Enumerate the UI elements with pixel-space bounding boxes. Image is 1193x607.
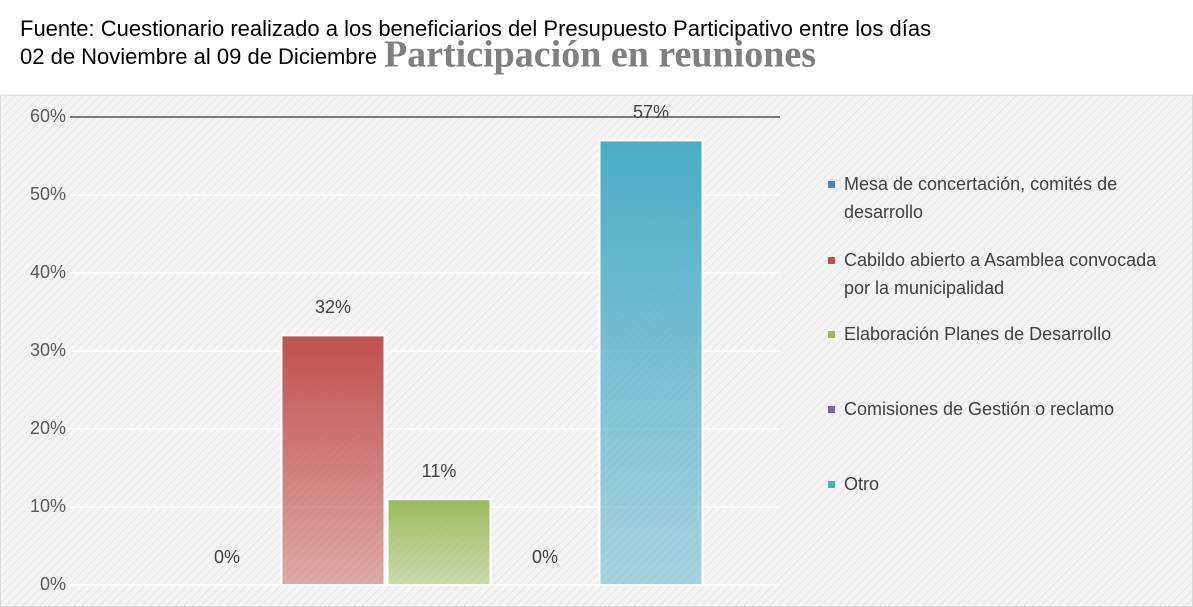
legend-swatch bbox=[828, 406, 835, 413]
source-line: Fuente: Cuestionario realizado a los ben… bbox=[20, 16, 931, 41]
y-tick-label: 40% bbox=[30, 262, 66, 282]
legend-label: Mesa de concertación, comités de desarro… bbox=[844, 174, 1118, 222]
y-tick-label: 60% bbox=[30, 106, 66, 126]
legend-label: Elaboración Planes de Desarrollo bbox=[844, 324, 1112, 344]
data-label: 0% bbox=[214, 547, 240, 567]
bar bbox=[280, 334, 386, 586]
y-tick-label: 20% bbox=[30, 418, 66, 438]
data-label: 11% bbox=[422, 461, 457, 481]
data-label: 32% bbox=[315, 297, 351, 317]
legend-label: Comisiones de Gestión o reclamo bbox=[844, 399, 1115, 419]
source-line: 02 de Noviembre al 09 de Diciembre bbox=[20, 44, 377, 69]
chart-title: Participación en reuniones bbox=[384, 34, 816, 76]
legend-item: Mesa de concertación, comités de desarro… bbox=[822, 170, 1182, 246]
y-tick-label: 30% bbox=[30, 340, 66, 360]
legend-item: Elaboración Planes de Desarrollo bbox=[822, 320, 1182, 395]
y-tick-label: 0% bbox=[40, 574, 66, 594]
legend-label: Cabildo abierto a Asamblea convocada por… bbox=[844, 250, 1157, 298]
legend: Mesa de concertación, comités de desarro… bbox=[822, 170, 1182, 530]
y-tick-label: 50% bbox=[30, 184, 66, 204]
legend-item: Comisiones de Gestión o reclamo bbox=[822, 395, 1182, 470]
y-tick-label: 10% bbox=[30, 496, 66, 516]
legend-swatch bbox=[828, 181, 835, 188]
legend-swatch bbox=[828, 257, 835, 264]
legend-swatch bbox=[828, 481, 835, 488]
legend-swatch bbox=[828, 331, 835, 338]
bar bbox=[598, 139, 704, 586]
legend-label: Otro bbox=[844, 474, 880, 494]
data-label: 0% bbox=[532, 547, 558, 567]
bar bbox=[386, 498, 492, 587]
data-label: 57% bbox=[633, 102, 669, 122]
legend-item: Otro bbox=[822, 470, 1182, 530]
legend-item: Cabildo abierto a Asamblea convocada por… bbox=[822, 246, 1182, 320]
